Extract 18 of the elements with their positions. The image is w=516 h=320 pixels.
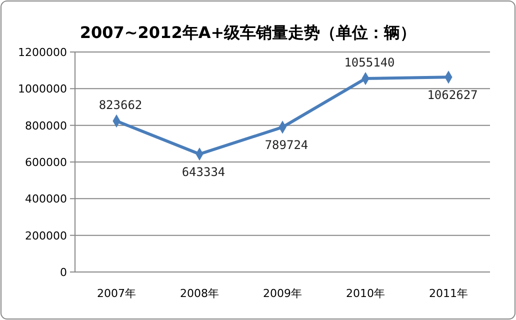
x-tick-label: 2011年: [429, 287, 468, 300]
x-tick-label: 2007年: [97, 287, 136, 300]
chart-title: 2007~2012年A+级车销量走势（单位：辆）: [80, 23, 416, 42]
data-label: 1055140: [344, 56, 395, 70]
y-tick-label: 1200000: [18, 46, 67, 59]
data-label: 1062627: [427, 88, 478, 102]
y-tick-label: 400000: [25, 192, 67, 206]
x-tick-label: 2008年: [180, 287, 219, 300]
y-tick-label: 600000: [25, 156, 67, 169]
data-label: 823662: [98, 98, 142, 112]
data-label: 789724: [264, 138, 308, 152]
y-tick-label: 800000: [25, 119, 67, 132]
x-tick-label: 2010年: [346, 287, 385, 300]
y-tick-label: 200000: [25, 229, 67, 242]
data-label: 643334: [182, 165, 226, 180]
x-tick-label: 2009年: [263, 287, 302, 300]
y-tick-label: 0: [60, 266, 67, 279]
y-tick-label: 1000000: [18, 82, 67, 96]
